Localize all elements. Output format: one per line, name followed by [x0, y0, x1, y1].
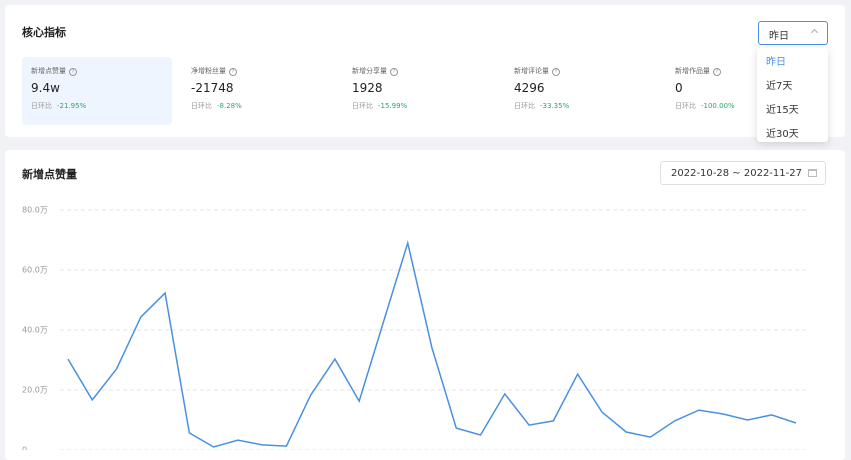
compare-label: 日环比	[352, 102, 373, 110]
metric-value: 4296	[514, 81, 545, 95]
compare-change: -15.99%	[378, 102, 408, 110]
metric[interactable]: 新增评论量 4296 日环比 -33.35%	[505, 57, 655, 125]
metric-value: 0	[675, 81, 683, 95]
metric-value: 1928	[352, 81, 383, 95]
chart-title: 新增点赞量	[22, 168, 77, 181]
metric-label: 净增粉丝量	[191, 66, 237, 76]
period-select[interactable]: 昨日	[758, 21, 828, 45]
y-tick-label: 40.0万	[22, 326, 48, 335]
chart-card: 新增点赞量 2022-10-28 ~ 2022-11-27	[5, 150, 845, 460]
date-range: 2022-10-28 ~ 2022-11-27	[671, 168, 802, 179]
line	[67, 240, 797, 448]
option[interactable]: 近7天	[766, 81, 793, 92]
metric-value: 9.4w	[31, 81, 60, 95]
compare-change: -33.35%	[540, 102, 570, 110]
chart: 0 20.0万 40.0万 60.0万 80.0万	[22, 206, 808, 451]
compare-label: 日环比	[675, 102, 696, 110]
compare-label: 日环比	[191, 102, 212, 110]
metric[interactable]: 净增粉丝量 -21748 日环比 -8.28%	[182, 57, 332, 125]
option[interactable]: 近15天	[766, 105, 799, 116]
metric-label: 新增评论量	[514, 66, 560, 76]
dropdown-menu: 昨日 近7天 近15天 近30天	[757, 48, 828, 142]
compare-label: 日环比	[31, 102, 52, 110]
metric[interactable]: 新增作品量 0 日环比 -100.00%	[666, 57, 816, 125]
y-tick-label: 80.0万	[22, 206, 48, 215]
metric-label: 新增作品量	[675, 66, 721, 76]
calendar-icon	[808, 169, 817, 177]
option[interactable]: 昨日	[766, 57, 786, 68]
metric-compare: 日环比 -100.00%	[675, 101, 735, 111]
option[interactable]: 近30天	[766, 129, 799, 140]
compare-change: -100.00%	[701, 102, 735, 110]
y-tick-label: 0	[22, 446, 27, 451]
date-range-picker[interactable]: 2022-10-28 ~ 2022-11-27	[660, 161, 826, 185]
select-value: 昨日	[769, 31, 789, 42]
metric-compare: 日环比 -21.95%	[31, 101, 86, 111]
metric[interactable]: 新增分享量 1928 日环比 -15.99%	[343, 57, 493, 125]
metric-value: -21748	[191, 81, 234, 95]
metric-label: 新增分享量	[352, 66, 398, 76]
metric-compare: 日环比 -15.99%	[352, 101, 407, 111]
metric-label: 新增点赞量	[31, 66, 77, 76]
metric-compare: 日环比 -8.28%	[191, 101, 242, 111]
metric[interactable]: 新增点赞量 9.4w 日环比 -21.95%	[22, 57, 172, 125]
compare-label: 日环比	[514, 102, 535, 110]
y-tick-label: 60.0万	[22, 266, 48, 275]
core-title: 核心指标	[22, 26, 66, 39]
compare-change: -21.95%	[57, 102, 87, 110]
compare-change: -8.28%	[217, 102, 242, 110]
y-tick-label: 20.0万	[22, 386, 48, 395]
metric-compare: 日环比 -33.35%	[514, 101, 569, 111]
